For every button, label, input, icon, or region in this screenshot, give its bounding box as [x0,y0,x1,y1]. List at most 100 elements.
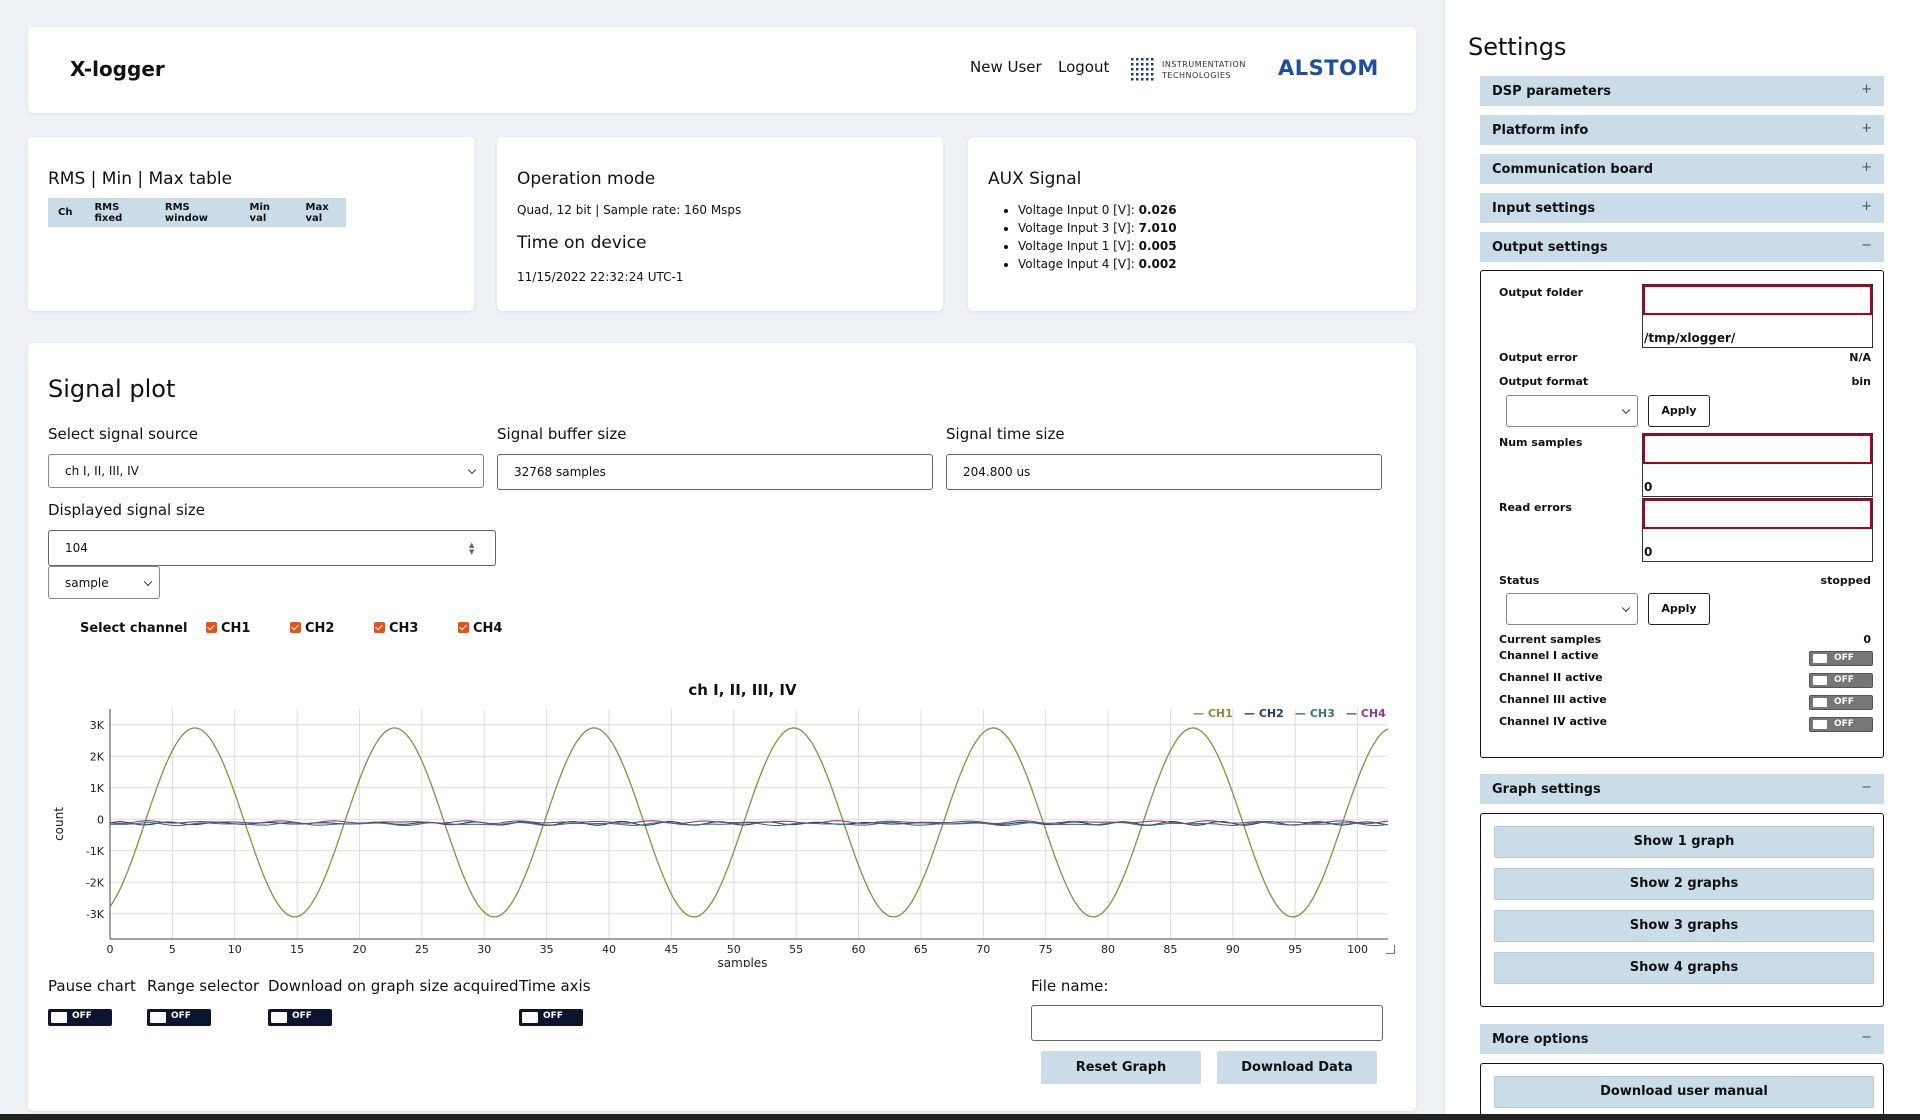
channel-ii-active-label: Channel II active [1499,671,1603,684]
instrumentation-logo-line1: INSTRUMENTATION [1162,60,1246,69]
download-on-size-toggle[interactable]: OFF [268,1009,332,1026]
range-selector-toggle[interactable]: OFF [147,1009,211,1026]
buffer-size-field[interactable]: 32768 samples [497,454,933,490]
section-input-settings[interactable]: Input settings + [1480,193,1884,223]
x-tick-label: 100 [1347,943,1368,956]
source-select-value: ch I, II, III, IV [65,464,139,478]
time-axis-toggle[interactable]: OFF [519,1009,583,1026]
aux-item-value: 0.005 [1138,239,1177,253]
minus-icon: − [1861,780,1872,795]
time-on-device-title: Time on device [517,233,647,253]
app-title: X-logger [70,57,165,81]
source-select[interactable]: ch I, II, III, IV [48,454,484,488]
legend-entry-ch2: — CH2 [1244,707,1284,720]
x-tick-label: 10 [228,943,242,956]
toggle-state: OFF [1834,719,1854,729]
file-name-label: File name: [1031,977,1109,995]
output-error-label: Output error [1499,351,1578,364]
time-on-device-value: 11/15/2022 22:32:24 UTC-1 [517,270,684,284]
num-samples-value: 0 [1644,480,1653,494]
channel-i-active-toggle[interactable]: OFF [1809,651,1873,666]
section-platform-info[interactable]: Platform info + [1480,115,1884,145]
rms-col-min-val: Min val [249,201,271,224]
chevron-down-icon [1621,603,1631,613]
bottom-scrollbar[interactable] [0,1114,1920,1120]
range-selector-label: Range selector [147,977,260,995]
current-samples-value: 0 [1863,633,1871,646]
section-label: DSP parameters [1492,84,1612,99]
checkbox-checked-icon[interactable] [374,622,385,633]
output-error-value: N/A [1849,351,1871,364]
output-format-select[interactable] [1506,395,1638,427]
aux-signal-list: Voltage Input 0 [V]: 0.026 Voltage Input… [1018,201,1177,273]
new-user-link[interactable]: New User [970,58,1042,76]
logout-link[interactable]: Logout [1058,58,1110,76]
y-tick-label: 0 [97,813,104,826]
show-3-graphs-button[interactable]: Show 3 graphs [1494,910,1874,942]
section-dsp-parameters[interactable]: DSP parameters + [1480,76,1884,106]
show-2-graphs-button[interactable]: Show 2 graphs [1494,868,1874,900]
x-tick-label: 65 [914,943,928,956]
status-select[interactable] [1506,593,1638,625]
output-format-apply-button[interactable]: Apply [1648,395,1710,427]
rms-card-title: RMS | Min | Max table [48,169,233,189]
stepper-arrows-icon[interactable]: ▲ ▼ [469,541,475,556]
channel-ii-active-toggle[interactable]: OFF [1809,673,1873,688]
settings-title: Settings [1468,33,1567,61]
signal-chart[interactable]: 0 5 10 15 20 25 30 35 40 45 50 55 60 65 70 75 80 85 90 95 10… [28,667,1388,967]
checkbox-checked-icon[interactable] [290,622,301,633]
x-tick-label: 25 [415,943,429,956]
file-name-input[interactable] [1031,1005,1383,1041]
time-axis-label: Time axis [519,977,591,995]
x-tick-label: 75 [1039,943,1053,956]
output-folder-label: Output folder [1499,286,1584,299]
x-tick-label: 90 [1226,943,1240,956]
toggle-knob [1813,698,1827,707]
show-4-graphs-button[interactable]: Show 4 graphs [1494,952,1874,984]
rms-col-max-val: Max val [305,201,329,224]
download-data-button[interactable]: Download Data [1217,1051,1377,1084]
channel-iii-active-toggle[interactable]: OFF [1809,695,1873,710]
read-errors-input[interactable] [1643,499,1872,529]
unit-select-value: sample [65,576,109,590]
toggle-knob [51,1012,67,1023]
section-label: Platform info [1492,123,1589,138]
pause-chart-toggle[interactable]: OFF [48,1009,112,1026]
time-size-field[interactable]: 204.800 us [946,454,1382,490]
output-folder-input[interactable] [1643,285,1872,315]
x-tick-label: 80 [1101,943,1115,956]
channel-checkbox-ch1[interactable]: CH1 [206,621,250,636]
read-errors-field[interactable]: 0 [1642,498,1873,562]
show-1-graph-button[interactable]: Show 1 graph [1494,826,1874,858]
resize-handle-icon[interactable] [1386,945,1395,954]
checkbox-checked-icon[interactable] [206,622,217,633]
download-user-manual-button[interactable]: Download user manual [1494,1076,1874,1108]
time-size-label: Signal time size [946,425,1065,443]
section-output-settings[interactable]: Output settings − [1480,232,1884,262]
checkbox-checked-icon[interactable] [458,622,469,633]
x-axis-label: samples [718,956,768,967]
unit-select[interactable]: sample [48,566,160,599]
channel-checkbox-ch4[interactable]: CH4 [458,621,502,636]
download-on-size-label: Download on graph size acquired [268,977,519,995]
displayed-size-stepper[interactable]: 104 ▲ ▼ [48,530,496,566]
channel-iv-active-toggle[interactable]: OFF [1809,717,1873,732]
channel-checkbox-ch3[interactable]: CH3 [374,621,418,636]
section-graph-settings[interactable]: Graph settings − [1480,774,1884,804]
x-tick-label: 0 [107,943,114,956]
displayed-size-label: Displayed signal size [48,501,206,519]
section-communication-board[interactable]: Communication board + [1480,154,1884,184]
output-folder-field[interactable]: /tmp/xlogger/ [1642,284,1873,348]
x-tick-label: 95 [1288,943,1302,956]
instrumentation-logo: INSTRUMENTATION TECHNOLOGIES [1130,57,1260,83]
num-samples-input[interactable] [1643,434,1872,464]
reset-graph-button[interactable]: Reset Graph [1041,1051,1201,1084]
channel-checkbox-ch2[interactable]: CH2 [290,621,334,636]
aux-item-label: Voltage Input 0 [V]: [1018,203,1135,217]
output-folder-value: /tmp/xlogger/ [1644,331,1736,345]
status-apply-button[interactable]: Apply [1648,593,1710,625]
section-more-options[interactable]: More options − [1480,1024,1884,1054]
series-line-ch1 [109,727,1388,918]
select-channel-label: Select channel [80,621,188,636]
num-samples-field[interactable]: 0 [1642,433,1873,497]
